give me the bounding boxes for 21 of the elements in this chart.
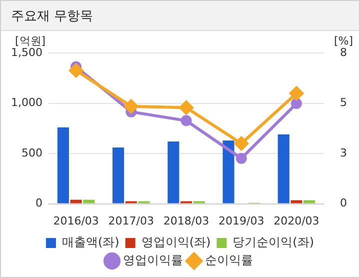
x-tick-label: 2017/03 xyxy=(108,214,154,228)
y-tick-label: 1,000 xyxy=(10,96,42,110)
y2-tick-label: 5 xyxy=(340,96,347,110)
legend-label: 영업이익률 xyxy=(123,253,183,268)
chart-title: 주요재 무항목 xyxy=(1,1,359,31)
legend-label: 순이익률 xyxy=(205,253,253,268)
y2-tick-label: 3 xyxy=(340,146,347,160)
x-tick-label: 2018/03 xyxy=(163,214,210,228)
legend-label: 매출액(좌) xyxy=(62,235,120,250)
y-tick-label: 500 xyxy=(21,146,42,160)
legend-label: 영업이익(좌) xyxy=(141,235,211,250)
legend-label: 당기순이익(좌) xyxy=(232,235,314,250)
y2-tick-label: 0 xyxy=(340,196,347,210)
y2-tick-label: 8 xyxy=(340,46,347,59)
x-tick-label: 2020/03 xyxy=(274,214,320,228)
y-axis-title: [억원] xyxy=(15,34,46,48)
x-tick-label: 2016/03 xyxy=(53,214,99,228)
y-tick-label: 0 xyxy=(35,196,42,210)
y-tick-label: 1,500 xyxy=(10,46,42,59)
x-tick-label: 2019/03 xyxy=(218,214,264,228)
y2-axis-title: [%] xyxy=(334,34,353,48)
